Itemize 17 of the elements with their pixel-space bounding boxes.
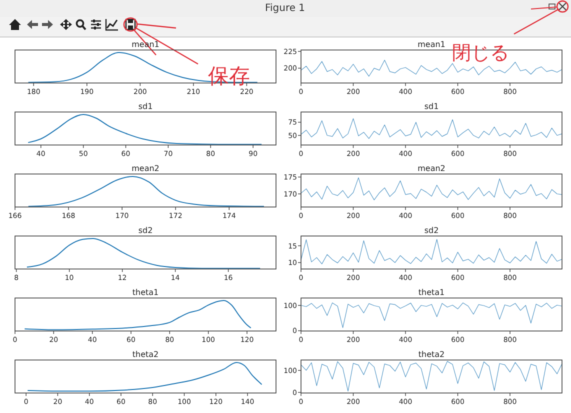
chart-title: theta2 xyxy=(132,350,159,359)
caption: Figure 1 xyxy=(264,3,306,14)
chart-title: theta2 xyxy=(418,350,445,359)
line-series xyxy=(300,361,562,392)
chart-title: theta1 xyxy=(418,288,445,297)
line-series xyxy=(300,118,562,139)
line-series xyxy=(300,177,562,200)
chart-title: theta1 xyxy=(132,288,159,297)
chart-title: mean1 xyxy=(418,40,446,49)
chart-title: sd1 xyxy=(138,102,153,111)
chart-title: sd2 xyxy=(138,226,153,235)
chart-title: sd2 xyxy=(424,226,439,235)
chart-title: mean2 xyxy=(132,164,160,173)
chart-title: mean2 xyxy=(418,164,446,173)
chart-title: sd1 xyxy=(424,102,439,111)
line-series xyxy=(300,302,562,328)
line-series xyxy=(300,239,562,264)
